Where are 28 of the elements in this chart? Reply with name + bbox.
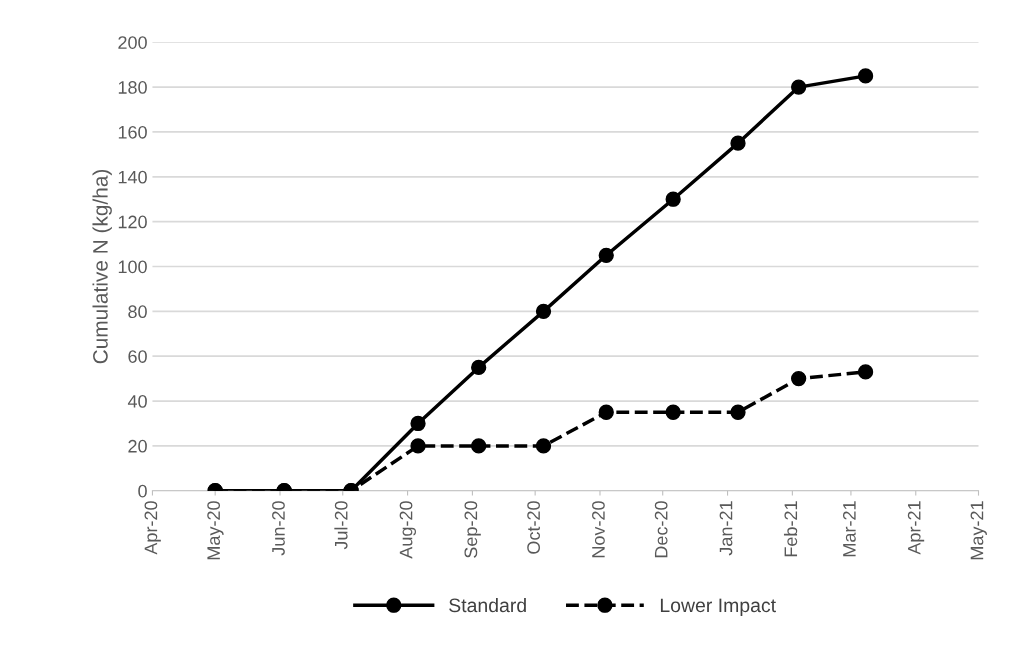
y-tick-label: 120	[118, 215, 147, 229]
x-tick-label: Jan-21	[719, 501, 733, 556]
legend-label: Standard	[449, 597, 526, 613]
x-tick-label: Apr-21	[907, 501, 925, 555]
y-tick-label: 80	[128, 305, 147, 319]
x-tick-label: Sep-20	[464, 501, 481, 558]
y-tick-label: 40	[127, 394, 147, 408]
y-tick-label: 20	[128, 439, 147, 453]
y-tick-label: 0	[138, 484, 147, 498]
x-tick-label: Jun-20	[272, 501, 285, 556]
x-tick-label: Jul-20	[334, 501, 348, 550]
x-tick-label: Oct-20	[527, 501, 540, 554]
x-tick-label: Apr-20	[144, 501, 161, 555]
y-tick-label: 100	[118, 260, 147, 274]
y-tick-label: 140	[118, 170, 147, 184]
y-tick-label: 160	[118, 125, 147, 139]
y-axis-title: Cumulative N (kg/ha)	[92, 169, 112, 364]
x-tick-label: May-21	[970, 501, 987, 560]
y-tick-label: 60	[128, 350, 147, 363]
legend-label: Lower Impact	[660, 598, 776, 617]
x-tick-label: Mar-21	[842, 501, 856, 557]
x-tick-label: Aug-20	[399, 501, 416, 559]
y-tick-label: 180	[118, 81, 147, 94]
x-tick-label: Feb-21	[783, 501, 798, 557]
x-tick-label: May-20	[207, 501, 224, 560]
y-tick-label: 200	[118, 36, 147, 49]
x-tick-label: Dec-20	[654, 501, 668, 558]
x-tick-label: Nov-20	[592, 501, 605, 558]
